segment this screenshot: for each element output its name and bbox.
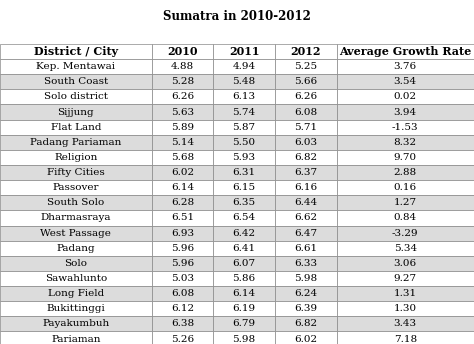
Text: Sumatra in 2010-2012: Sumatra in 2010-2012 — [163, 10, 311, 23]
